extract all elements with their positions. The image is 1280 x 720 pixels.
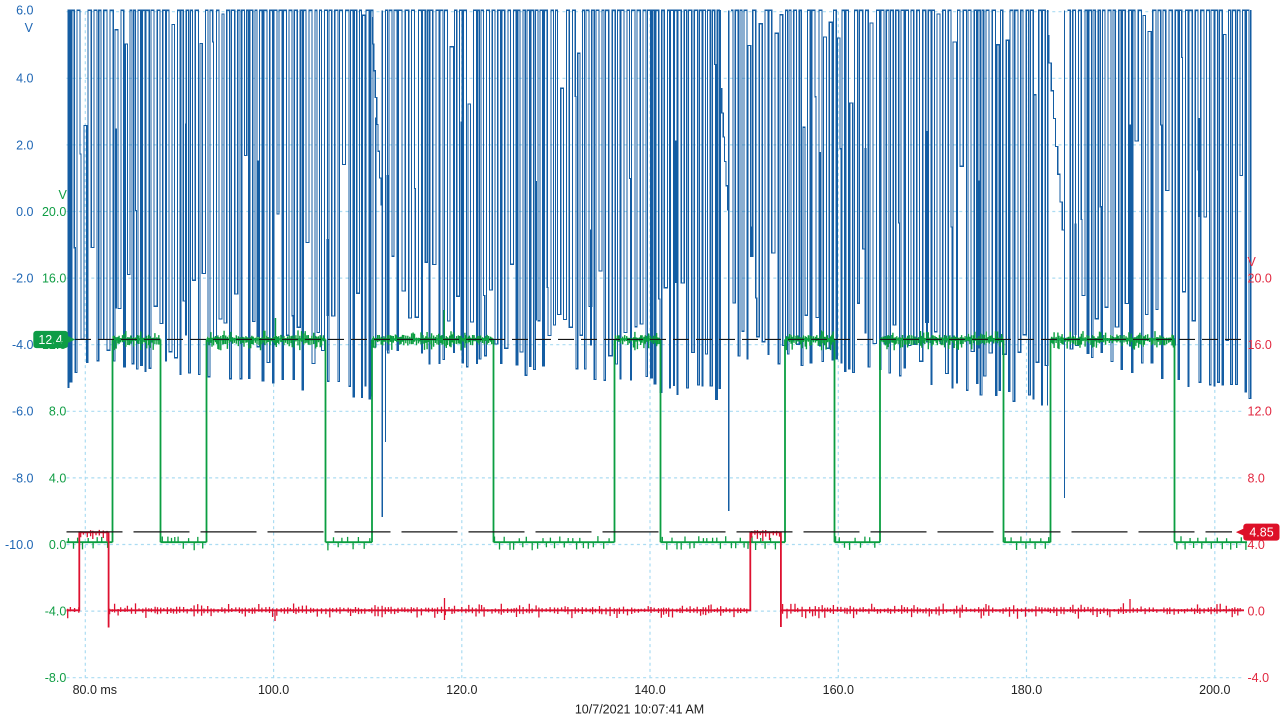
svg-text:2.0: 2.0 [16, 138, 33, 152]
svg-text:4.0: 4.0 [16, 72, 33, 86]
svg-text:4.85: 4.85 [1249, 526, 1273, 540]
svg-text:100.0: 100.0 [258, 683, 289, 697]
svg-text:V: V [1248, 255, 1257, 269]
svg-text:4.0: 4.0 [1248, 538, 1265, 552]
svg-text:10/7/2021 10:07:41 AM: 10/7/2021 10:07:41 AM [575, 703, 704, 717]
svg-text:80.0 ms: 80.0 ms [73, 683, 117, 697]
svg-text:-2.0: -2.0 [12, 272, 34, 286]
svg-text:4.0: 4.0 [49, 471, 66, 485]
svg-text:160.0: 160.0 [823, 683, 854, 697]
svg-text:V: V [58, 188, 67, 202]
svg-text:16.0: 16.0 [1248, 338, 1272, 352]
svg-text:8.0: 8.0 [49, 405, 66, 419]
svg-text:20.0: 20.0 [1248, 272, 1272, 286]
svg-text:-8.0: -8.0 [12, 471, 34, 485]
svg-text:12.0: 12.0 [42, 338, 66, 352]
svg-text:180.0: 180.0 [1011, 683, 1042, 697]
svg-text:-4.0: -4.0 [45, 605, 67, 619]
svg-text:V: V [25, 21, 34, 35]
svg-text:0.0: 0.0 [16, 205, 33, 219]
svg-text:6.0: 6.0 [16, 3, 33, 17]
svg-text:-4.0: -4.0 [12, 338, 34, 352]
svg-text:0.0: 0.0 [1248, 605, 1265, 619]
svg-text:20.0: 20.0 [42, 205, 66, 219]
svg-text:0.0: 0.0 [49, 538, 66, 552]
svg-text:120.0: 120.0 [446, 683, 477, 697]
svg-text:140.0: 140.0 [634, 683, 665, 697]
svg-text:16.0: 16.0 [42, 272, 66, 286]
svg-text:-6.0: -6.0 [12, 405, 34, 419]
svg-text:200.0: 200.0 [1199, 683, 1230, 697]
svg-text:-10.0: -10.0 [5, 538, 34, 552]
svg-text:8.0: 8.0 [1248, 471, 1265, 485]
svg-text:-4.0: -4.0 [1248, 671, 1270, 685]
svg-text:12.0: 12.0 [1248, 405, 1272, 419]
svg-text:-8.0: -8.0 [45, 671, 67, 685]
svg-text:12.4: 12.4 [38, 333, 62, 347]
